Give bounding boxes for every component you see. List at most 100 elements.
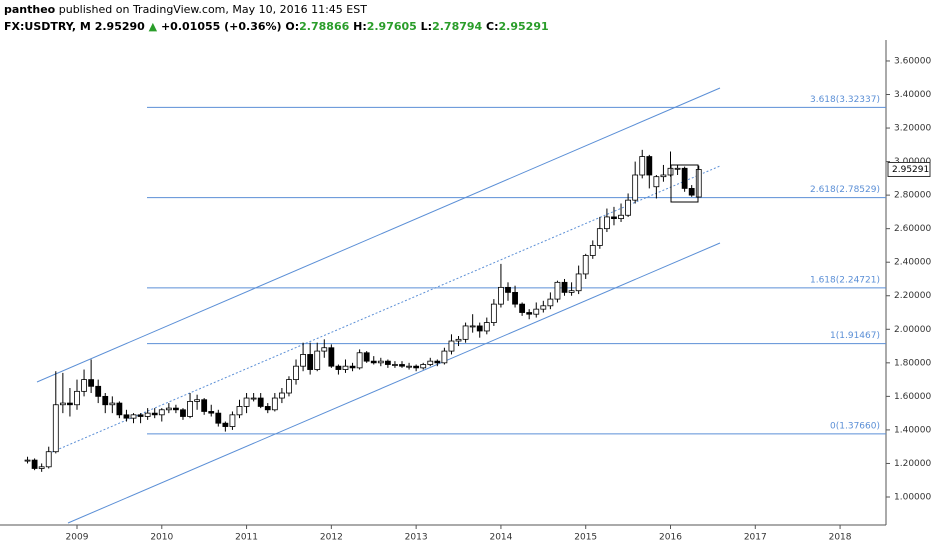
- candle-body: [271, 397, 278, 411]
- candle-body: [250, 397, 257, 400]
- change: +0.01055 (+0.36%): [161, 20, 282, 33]
- candle-body: [286, 379, 292, 394]
- candle-body: [469, 325, 476, 328]
- candle-body: [194, 399, 201, 402]
- x-tick-label: 2010: [150, 533, 173, 543]
- candle-body: [151, 412, 158, 416]
- y-tick-label: 1.40000: [894, 425, 931, 435]
- candle-body: [554, 281, 561, 300]
- candle-body: [349, 365, 356, 369]
- y-tick-label: 1.60000: [894, 392, 931, 402]
- candle-body: [31, 459, 38, 469]
- ohlc-label: H:: [353, 20, 367, 33]
- candle-body: [67, 402, 73, 406]
- candle-body: [604, 216, 610, 230]
- candle-body: [377, 360, 384, 364]
- fib-label: 0(1.37660): [830, 421, 880, 431]
- candle-body: [165, 407, 172, 411]
- candle-body: [568, 290, 575, 293]
- candle-body: [582, 255, 589, 275]
- channel-lower: [67, 242, 721, 524]
- price: 2.95290: [95, 20, 145, 33]
- candle-body: [596, 228, 603, 246]
- candle-body: [52, 404, 59, 453]
- author: pantheo: [4, 3, 56, 16]
- candle-body: [321, 347, 328, 352]
- x-tick-label: 2017: [744, 533, 767, 543]
- candle-body: [434, 360, 441, 364]
- candle-body: [236, 406, 243, 416]
- channel-upper: [36, 87, 721, 383]
- candle-body: [455, 338, 462, 342]
- candle-body: [123, 414, 130, 419]
- candle-body: [81, 379, 87, 392]
- candle-body: [109, 402, 116, 406]
- candle-body: [38, 466, 45, 469]
- x-tick-label: 2012: [320, 533, 343, 543]
- candle-body: [483, 322, 490, 332]
- candle-body: [392, 364, 398, 366]
- candle-body: [498, 286, 504, 305]
- candle-body: [399, 364, 405, 367]
- y-tick-label: 3.20000: [894, 124, 931, 134]
- candle-body: [74, 390, 80, 406]
- candle-body: [547, 298, 554, 307]
- candle-body: [264, 406, 271, 411]
- candle-body: [646, 156, 653, 176]
- candle-body: [611, 216, 617, 220]
- y-tick-label: 1.00000: [894, 492, 931, 502]
- fib-label: 1(1.91467): [830, 331, 880, 341]
- y-tick-label: 1.20000: [894, 459, 931, 469]
- candle-body: [674, 167, 681, 170]
- x-tick-label: 2009: [66, 533, 89, 543]
- candle-body: [278, 392, 285, 399]
- published: published on TradingView.com, May 10, 20…: [59, 3, 367, 16]
- x-tick-label: 2018: [829, 533, 852, 543]
- candle-body: [208, 411, 215, 414]
- x-tick-label: 2016: [659, 533, 682, 543]
- candle-body: [95, 385, 102, 397]
- ohlc-value: 2.78794: [432, 20, 482, 33]
- candle-body: [660, 174, 667, 178]
- candle-body: [222, 422, 229, 427]
- candle-body: [561, 281, 568, 293]
- candle-body: [356, 352, 363, 369]
- candle-body: [688, 188, 695, 196]
- candle-body: [293, 365, 299, 381]
- candle-body: [335, 365, 342, 370]
- x-tick-label: 2015: [574, 533, 597, 543]
- ohlc-value: 2.97605: [367, 20, 417, 33]
- candle-body: [300, 354, 306, 367]
- channel-middle: [51, 165, 721, 453]
- candle-body: [519, 303, 526, 313]
- y-tick-label: 2.20000: [894, 291, 931, 301]
- candle-body: [116, 402, 123, 416]
- candle-body: [384, 360, 391, 365]
- up-arrow: ▲: [149, 20, 158, 33]
- candle-body: [406, 365, 412, 368]
- candle-body: [526, 312, 533, 315]
- candle-body: [201, 399, 208, 412]
- candle-body: [158, 409, 165, 416]
- candle-body: [137, 414, 144, 417]
- candle-body: [618, 214, 624, 220]
- candle-body: [102, 395, 109, 406]
- y-tick-label: 3.60000: [894, 56, 931, 66]
- ohlc-label: O:: [285, 20, 299, 33]
- ohlc-label: L:: [421, 20, 432, 33]
- candle-body: [575, 273, 582, 292]
- candle-body: [229, 414, 236, 427]
- ohlc-value: 2.95291: [499, 20, 549, 33]
- candle-body: [328, 347, 335, 367]
- candle-body: [681, 167, 688, 189]
- ohlc-label: C:: [486, 20, 498, 33]
- candle-body: [370, 360, 377, 364]
- candle-body: [173, 407, 179, 411]
- candle-body: [45, 451, 52, 468]
- candle-body: [363, 352, 370, 362]
- candle-body: [490, 303, 497, 323]
- candle-body: [639, 156, 646, 176]
